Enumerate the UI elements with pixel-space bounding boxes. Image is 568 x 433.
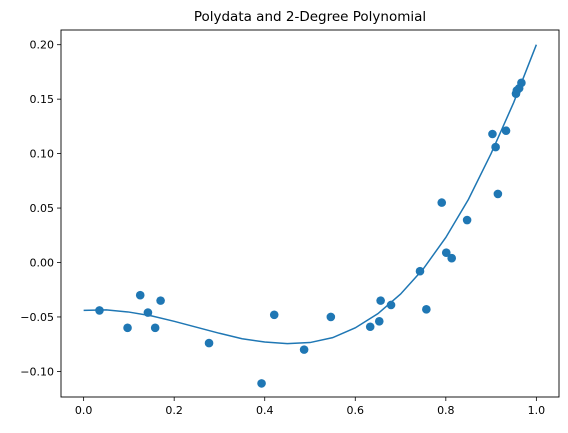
data-point xyxy=(517,78,526,88)
data-point xyxy=(156,296,165,305)
axes-frame xyxy=(60,29,560,398)
data-point xyxy=(269,310,279,320)
data-point xyxy=(462,215,472,225)
y-tick-label: 0.20 xyxy=(30,39,55,52)
fit-curve xyxy=(83,44,538,345)
x-tick-label: 0.8 xyxy=(437,404,455,417)
data-point xyxy=(501,126,511,136)
data-point xyxy=(257,379,266,388)
data-point xyxy=(493,189,503,199)
data-point xyxy=(447,253,457,263)
data-point xyxy=(441,248,451,257)
data-point xyxy=(437,198,447,207)
x-tick-label: 0.6 xyxy=(347,404,365,417)
y-tick-label: 0.05 xyxy=(30,202,55,215)
data-point xyxy=(95,306,104,315)
data-point xyxy=(143,308,153,317)
data-point xyxy=(386,300,396,310)
data-point xyxy=(374,317,384,326)
y-tick-label: −0.05 xyxy=(20,311,54,324)
data-point xyxy=(123,323,132,333)
x-tick-label: 0.0 xyxy=(75,404,93,417)
plot-area xyxy=(83,44,538,388)
data-point xyxy=(204,338,214,348)
data-point xyxy=(135,290,145,300)
data-point xyxy=(491,142,500,152)
data-point xyxy=(299,345,309,354)
data-point xyxy=(488,129,497,139)
x-tick-label: 0.2 xyxy=(165,404,183,417)
data-point xyxy=(376,296,385,305)
data-point xyxy=(415,266,425,276)
y-tick-label: 0.00 xyxy=(30,257,55,270)
axis-ticks: 0.0 0.2 0.4 0.6 0.8 1.0 −0.10 −0.05 0.00 0.05 0.10… xyxy=(20,39,545,417)
data-point xyxy=(326,312,336,322)
y-tick-label: 0.10 xyxy=(30,148,55,161)
y-tick-label: −0.10 xyxy=(20,365,54,378)
data-point xyxy=(422,305,431,314)
data-point xyxy=(365,322,375,332)
x-tick-label: 0.4 xyxy=(256,404,274,417)
y-tick-label: 0.15 xyxy=(30,93,55,106)
data-point xyxy=(150,323,160,333)
chart-title: Polydata and 2-Degree Polynomial xyxy=(194,9,426,25)
x-tick-label: 1.0 xyxy=(528,404,546,417)
